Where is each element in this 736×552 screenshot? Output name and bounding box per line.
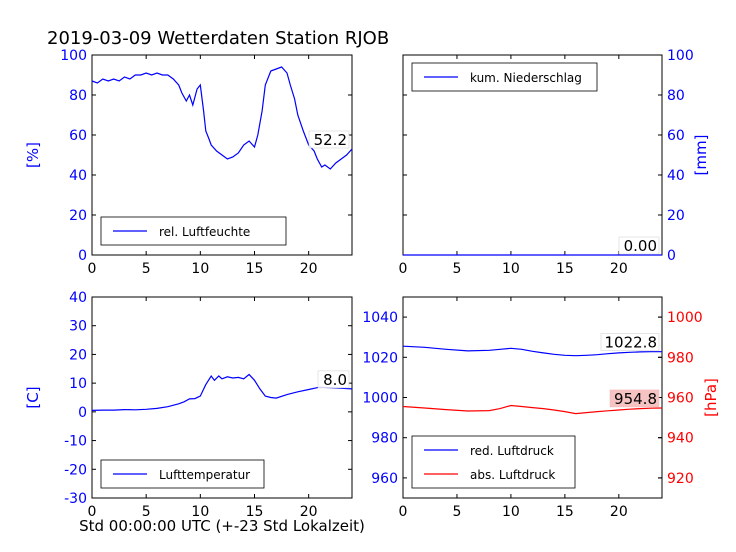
y-tick-label: 100 xyxy=(667,48,694,64)
y-tick-label: 80 xyxy=(69,88,87,104)
y-tick-label: 60 xyxy=(667,128,685,144)
legend-label: red. Luftdruck xyxy=(470,444,554,458)
x-tick-label: 0 xyxy=(88,504,97,520)
y-axis-label: [C] xyxy=(24,386,42,408)
figure-xlabel: Std 00:00:00 UTC (+-23 Std Lokalzeit) xyxy=(79,517,365,535)
y-tick-label: -20 xyxy=(64,462,87,478)
y-tick-label: 0 xyxy=(667,248,676,264)
last-value-label: 1022.8 xyxy=(605,334,658,352)
x-tick-label: 5 xyxy=(452,504,461,520)
y-axis-label: [mm] xyxy=(692,135,710,176)
x-tick-label: 20 xyxy=(610,504,628,520)
last-value-box xyxy=(308,130,350,149)
series-line-1 xyxy=(91,373,353,411)
x-tick-label: 5 xyxy=(142,504,151,520)
y-tick-label: -10 xyxy=(64,434,87,450)
y-tick-label: 20 xyxy=(69,208,87,224)
y-tick-label: 960 xyxy=(371,471,398,487)
y-tick-label: 1000 xyxy=(362,391,398,407)
x-tick-label: 10 xyxy=(191,261,209,277)
x-tick-label: 0 xyxy=(399,261,408,277)
y-right-tick-label: 1000 xyxy=(667,310,703,326)
figure-title: 2019-03-09 Wetterdaten Station RJOB xyxy=(47,28,389,49)
last-value-box xyxy=(609,389,660,408)
x-tick-label: 5 xyxy=(452,261,461,277)
y-tick-label: 0 xyxy=(78,248,87,264)
x-tick-label: 20 xyxy=(300,261,318,277)
y-right-tick-label: 940 xyxy=(667,431,694,447)
x-tick-label: 10 xyxy=(502,504,520,520)
chart-panel-3: 0 5 10 15 20 -30 -20 -10 0 10 20 30 40 [C] 8.0 Lufttemp… xyxy=(24,290,353,520)
x-tick-label: 5 xyxy=(142,261,151,277)
last-value-box xyxy=(317,370,350,389)
legend-label: abs. Luftdruck xyxy=(470,468,555,482)
y-right-tick-label: 920 xyxy=(667,471,694,487)
last-value-label: 52.2 xyxy=(314,131,347,149)
series-line-2 xyxy=(402,404,663,415)
x-tick-label: 15 xyxy=(246,504,264,520)
x-tick-label: 10 xyxy=(191,504,209,520)
y-tick-label: 0 xyxy=(78,405,87,421)
series-line-1 xyxy=(91,66,353,170)
legend-label: rel. Luftfeuchte xyxy=(159,225,250,239)
y-tick-label: 980 xyxy=(371,431,398,447)
x-tick-label: 0 xyxy=(88,261,97,277)
series-line-1 xyxy=(402,345,662,357)
x-tick-label: 15 xyxy=(246,261,264,277)
last-value-label: 0.00 xyxy=(624,237,657,255)
x-tick-label: 20 xyxy=(610,261,628,277)
y-tick-label: 60 xyxy=(69,128,87,144)
legend-box xyxy=(411,435,576,489)
y-tick-label: 20 xyxy=(69,347,87,363)
legend-label: kum. Niederschlag xyxy=(470,71,582,85)
last-value-box xyxy=(618,236,660,255)
x-tick-label: 15 xyxy=(556,504,574,520)
y-tick-label: 1040 xyxy=(362,310,398,326)
y-tick-label: -30 xyxy=(64,491,87,507)
x-tick-label: 15 xyxy=(556,261,574,277)
chart-panel-4: 0 5 10 15 20 960 980 1000 1020 1040 920 940 960 980 10… xyxy=(362,296,720,520)
chart-panel-2: 0 5 10 15 20 0 20 40 60 80 100 [mm] 0.00 kum. Nieders… xyxy=(399,48,710,277)
x-tick-label: 0 xyxy=(399,504,408,520)
y-tick-label: 40 xyxy=(667,168,685,184)
y-tick-label: 1020 xyxy=(362,350,398,366)
y-axis-label: [%] xyxy=(24,142,42,168)
y-tick-label: 30 xyxy=(69,319,87,335)
y-tick-label: 40 xyxy=(69,168,87,184)
y-tick-label: 40 xyxy=(69,290,87,306)
legend-label: Lufttemperatur xyxy=(159,468,250,482)
x-tick-label: 10 xyxy=(502,261,520,277)
last-value-label: 954.8 xyxy=(614,390,657,408)
y-right-tick-label: 960 xyxy=(667,391,694,407)
y-right-tick-label: 980 xyxy=(667,350,694,366)
last-value-box xyxy=(600,333,660,351)
last-value-label: 8.0 xyxy=(323,371,347,389)
x-tick-label: 20 xyxy=(300,504,318,520)
y-tick-label: 100 xyxy=(60,48,87,64)
chart-panel-1: 0 5 10 15 20 0 20 40 60 80 100 [%] 52.2 rel. Luftfeuc… xyxy=(24,48,353,277)
y-axis-label: [hPa] xyxy=(702,378,720,417)
y-tick-label: 80 xyxy=(667,88,685,104)
y-tick-label: 10 xyxy=(69,376,87,392)
y-tick-label: 20 xyxy=(667,208,685,224)
